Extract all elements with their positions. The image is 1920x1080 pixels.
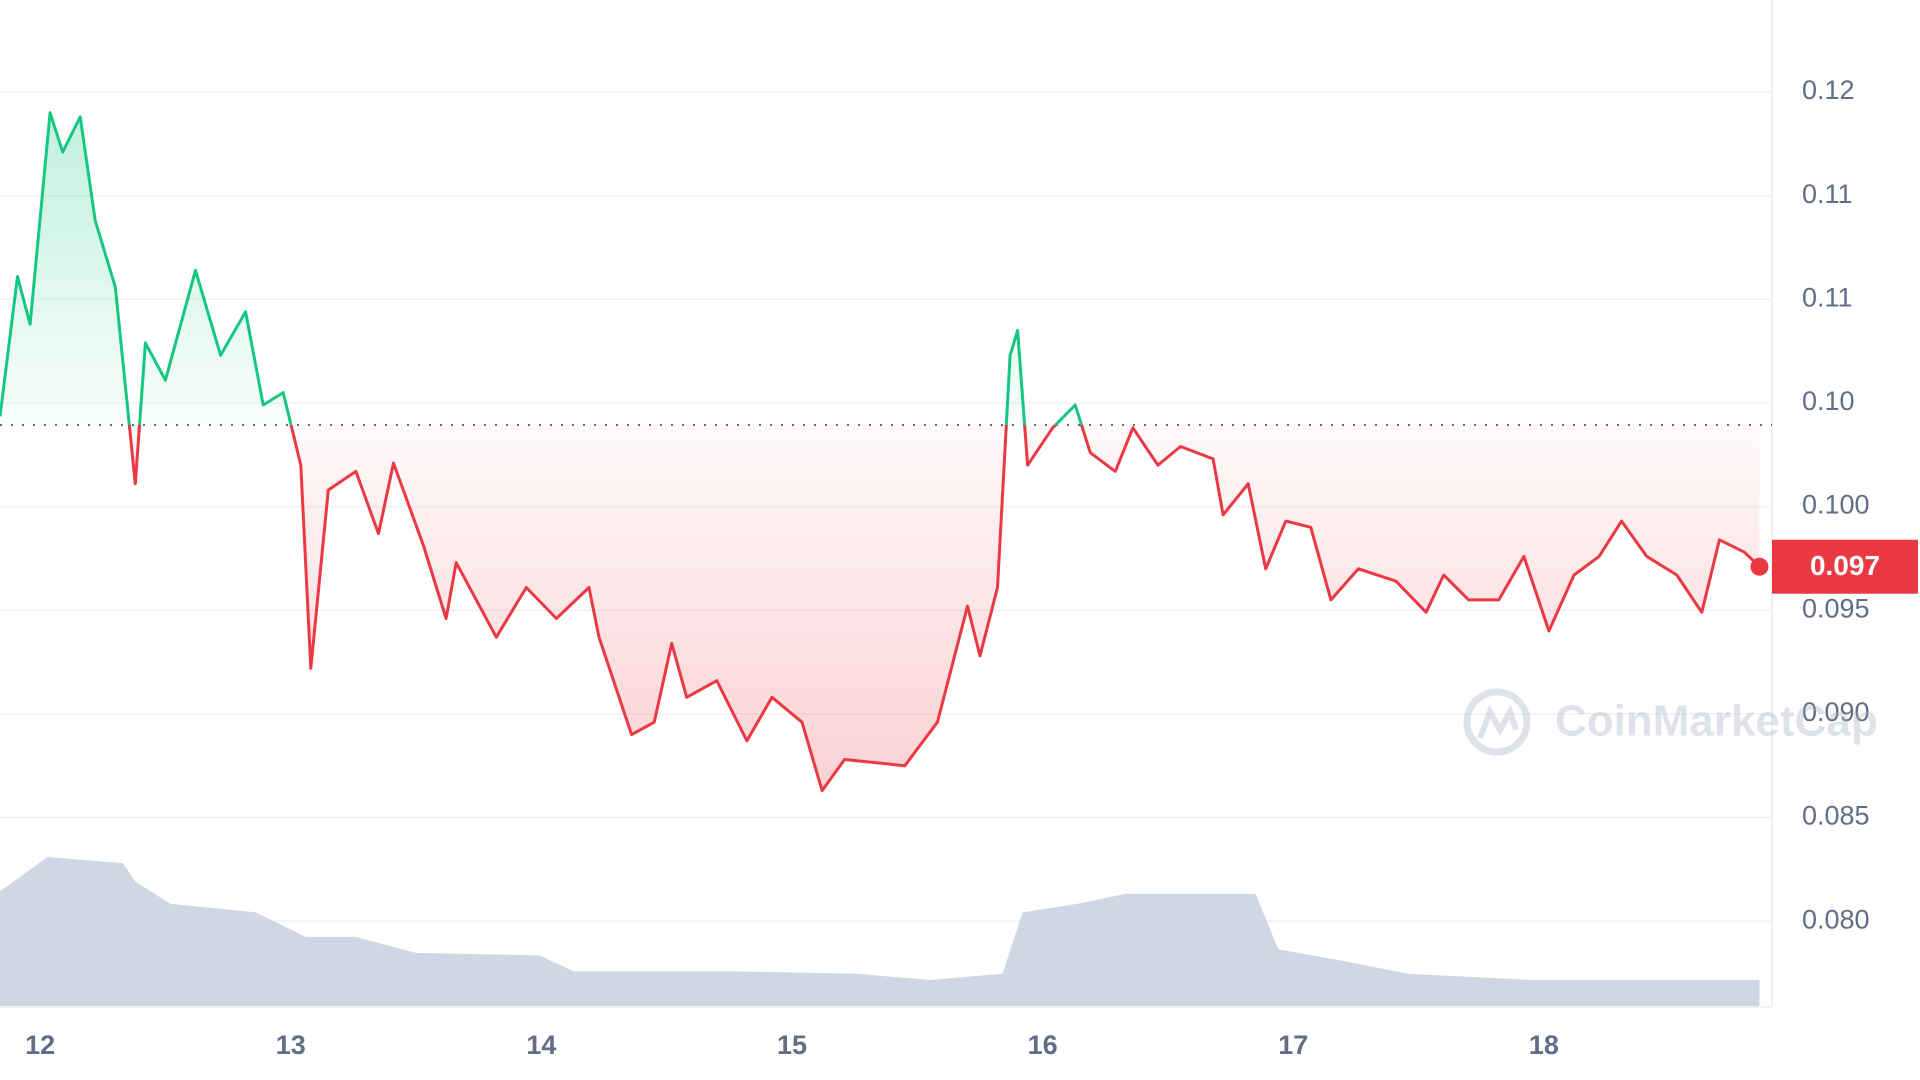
y-tick-label: 0.100 bbox=[1802, 490, 1870, 520]
last-price-label: 0.097 bbox=[1810, 550, 1880, 581]
x-tick-label: 17 bbox=[1278, 1030, 1308, 1060]
last-price-dot bbox=[1750, 557, 1769, 576]
watermark-logo bbox=[1463, 688, 1531, 756]
y-tick-label: 0.12 bbox=[1802, 75, 1855, 105]
y-tick-label: 0.11 bbox=[1802, 282, 1853, 312]
last-price-tag bbox=[1772, 539, 1918, 594]
y-tick-label: 0.080 bbox=[1802, 904, 1870, 934]
x-tick-label: 15 bbox=[777, 1030, 807, 1060]
watermark: CoinMarketCap bbox=[1555, 697, 1878, 746]
volume-area bbox=[0, 857, 1760, 1007]
x-tick-label: 16 bbox=[1028, 1030, 1058, 1060]
x-tick-label: 12 bbox=[25, 1030, 55, 1060]
price-area bbox=[0, 112, 1760, 791]
y-tick-label: 0.10 bbox=[1802, 386, 1855, 416]
y-tick-label: 0.090 bbox=[1802, 697, 1870, 727]
y-tick-label: 0.085 bbox=[1802, 801, 1870, 831]
y-tick-label: 0.11 bbox=[1802, 179, 1853, 209]
watermark-logo-mark bbox=[1477, 704, 1519, 740]
x-tick-label: 18 bbox=[1529, 1030, 1559, 1060]
price-line bbox=[0, 111, 1761, 793]
y-tick-label: 0.095 bbox=[1802, 593, 1870, 623]
watermark-group: CoinMarketCap bbox=[1463, 688, 1878, 756]
x-tick-label: 14 bbox=[526, 1030, 556, 1060]
x-tick-label: 13 bbox=[276, 1030, 306, 1060]
